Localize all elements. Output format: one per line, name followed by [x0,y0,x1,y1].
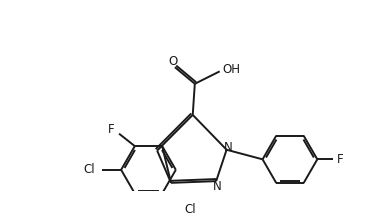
Text: F: F [107,123,114,136]
Text: N: N [213,180,222,193]
Text: F: F [337,153,344,166]
Text: Cl: Cl [185,203,196,214]
Text: O: O [168,55,178,68]
Text: Cl: Cl [83,163,95,176]
Text: N: N [224,141,233,154]
Text: OH: OH [222,63,240,76]
